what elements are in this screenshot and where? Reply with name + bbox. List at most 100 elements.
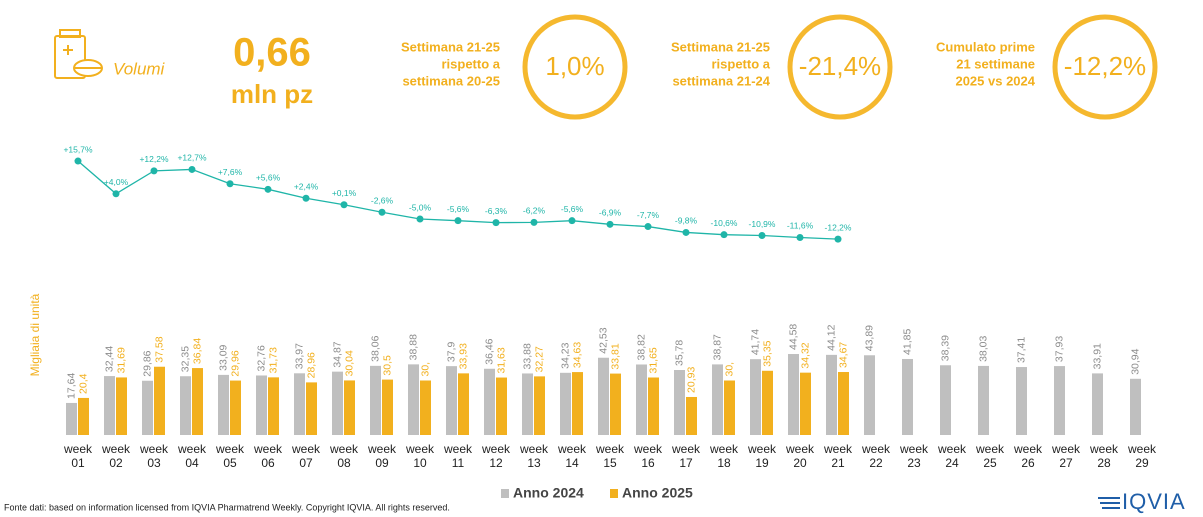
line-point — [340, 201, 348, 209]
bar — [800, 372, 811, 435]
bar — [116, 377, 127, 435]
bar-label: 32,35 — [179, 346, 191, 372]
x-tick-label: week 29 — [1127, 442, 1156, 470]
bar-label: 38,87 — [711, 334, 723, 360]
bar — [104, 376, 115, 435]
bar — [978, 365, 989, 435]
bar-label: 32,27 — [533, 346, 545, 372]
bar-label: 38,39 — [939, 335, 951, 361]
bar — [522, 373, 533, 435]
bar — [142, 380, 153, 435]
logo-text: IQVIA — [1122, 489, 1186, 514]
x-tick-label: week 22 — [861, 442, 890, 470]
line-point — [378, 208, 386, 216]
bar-label: 42,53 — [597, 327, 609, 353]
bar-label: 38,88 — [407, 334, 419, 360]
line-label: +2,4% — [294, 182, 319, 192]
bar-label: 34,32 — [799, 342, 811, 368]
line-point — [416, 215, 424, 223]
bar — [1130, 378, 1141, 435]
bar — [648, 377, 659, 435]
bar-label: 33,91 — [1091, 343, 1103, 369]
bar-label: 30,94 — [1129, 348, 1141, 374]
kpi-text: Cumulato prime — [936, 39, 1035, 54]
line-point — [454, 217, 462, 225]
bar — [534, 376, 545, 435]
bar — [370, 365, 381, 435]
bar — [750, 359, 761, 435]
x-tick-label: week 01 — [63, 442, 92, 470]
line-label: -11,6% — [787, 221, 814, 231]
legend-swatch — [501, 489, 509, 498]
line-label: -2,6% — [371, 196, 394, 206]
bar — [940, 365, 951, 435]
bar — [192, 368, 203, 435]
bar — [712, 364, 723, 435]
x-tick-label: week 04 — [177, 442, 206, 470]
line-point — [530, 218, 538, 226]
bar-label: 37,93 — [1053, 336, 1065, 362]
line-point — [720, 231, 728, 239]
line-label: -5,6% — [561, 204, 584, 214]
kpi-text: settimana 21-24 — [672, 73, 770, 88]
header-value: 0,66 — [233, 31, 311, 75]
line-point — [302, 194, 310, 202]
bar — [420, 380, 431, 435]
bar-label: 30, — [419, 362, 431, 377]
line-label: -6,2% — [523, 206, 546, 216]
header-unit: mln pz — [231, 79, 313, 109]
kpi-circle — [787, 14, 893, 120]
x-tick-label: week 23 — [899, 442, 928, 470]
bar-label: 41,74 — [749, 329, 761, 355]
bar — [636, 364, 647, 435]
bar-label: 36,46 — [483, 338, 495, 364]
legend-label: Anno 2024 — [513, 485, 584, 501]
bar-label: 33,88 — [521, 343, 533, 369]
kpi-value: 1,0% — [545, 51, 604, 81]
bar — [674, 369, 685, 435]
line-point — [834, 235, 842, 243]
bar — [762, 370, 773, 435]
kpi-circle — [1052, 14, 1158, 120]
x-tick-label: week 14 — [557, 442, 586, 470]
line-label: +12,2% — [139, 154, 169, 164]
x-tick-label: week 17 — [671, 442, 700, 470]
bar — [180, 376, 191, 435]
x-tick-label: week 26 — [1013, 442, 1042, 470]
bar-label: 30,5 — [381, 355, 393, 376]
bar-label: 33,93 — [457, 343, 469, 369]
x-tick-label: week 03 — [139, 442, 168, 470]
line-point — [74, 157, 82, 165]
bar — [230, 380, 241, 435]
line-point — [682, 228, 690, 236]
bar-label: 34,67 — [837, 342, 849, 368]
bar — [256, 375, 267, 435]
bar — [66, 402, 77, 435]
bar — [788, 354, 799, 435]
bar — [826, 354, 837, 435]
line-point — [150, 167, 158, 175]
kpi-value: -12,2% — [1064, 51, 1146, 81]
bar-label: 35,35 — [761, 340, 773, 366]
bar — [154, 366, 165, 435]
bar-label: 38,03 — [977, 335, 989, 361]
line-label: -9,8% — [675, 216, 698, 226]
x-tick-label: week 25 — [975, 442, 1004, 470]
bar-label: 29,96 — [229, 350, 241, 376]
line-point — [568, 217, 576, 225]
kpi-text: 21 settimane — [956, 56, 1035, 71]
bar-label: 20,4 — [77, 373, 89, 394]
line-point — [226, 180, 234, 188]
bar — [724, 380, 735, 435]
x-tick-label: week 18 — [709, 442, 738, 470]
line-point — [796, 233, 804, 241]
line-point — [264, 185, 272, 193]
bar — [332, 371, 343, 435]
x-tick-label: week 20 — [785, 442, 814, 470]
bar — [572, 372, 583, 435]
x-tick-label: week 24 — [937, 442, 966, 470]
bar — [686, 396, 697, 435]
bar — [1092, 373, 1103, 435]
kpi-text: rispetto a — [441, 56, 500, 71]
